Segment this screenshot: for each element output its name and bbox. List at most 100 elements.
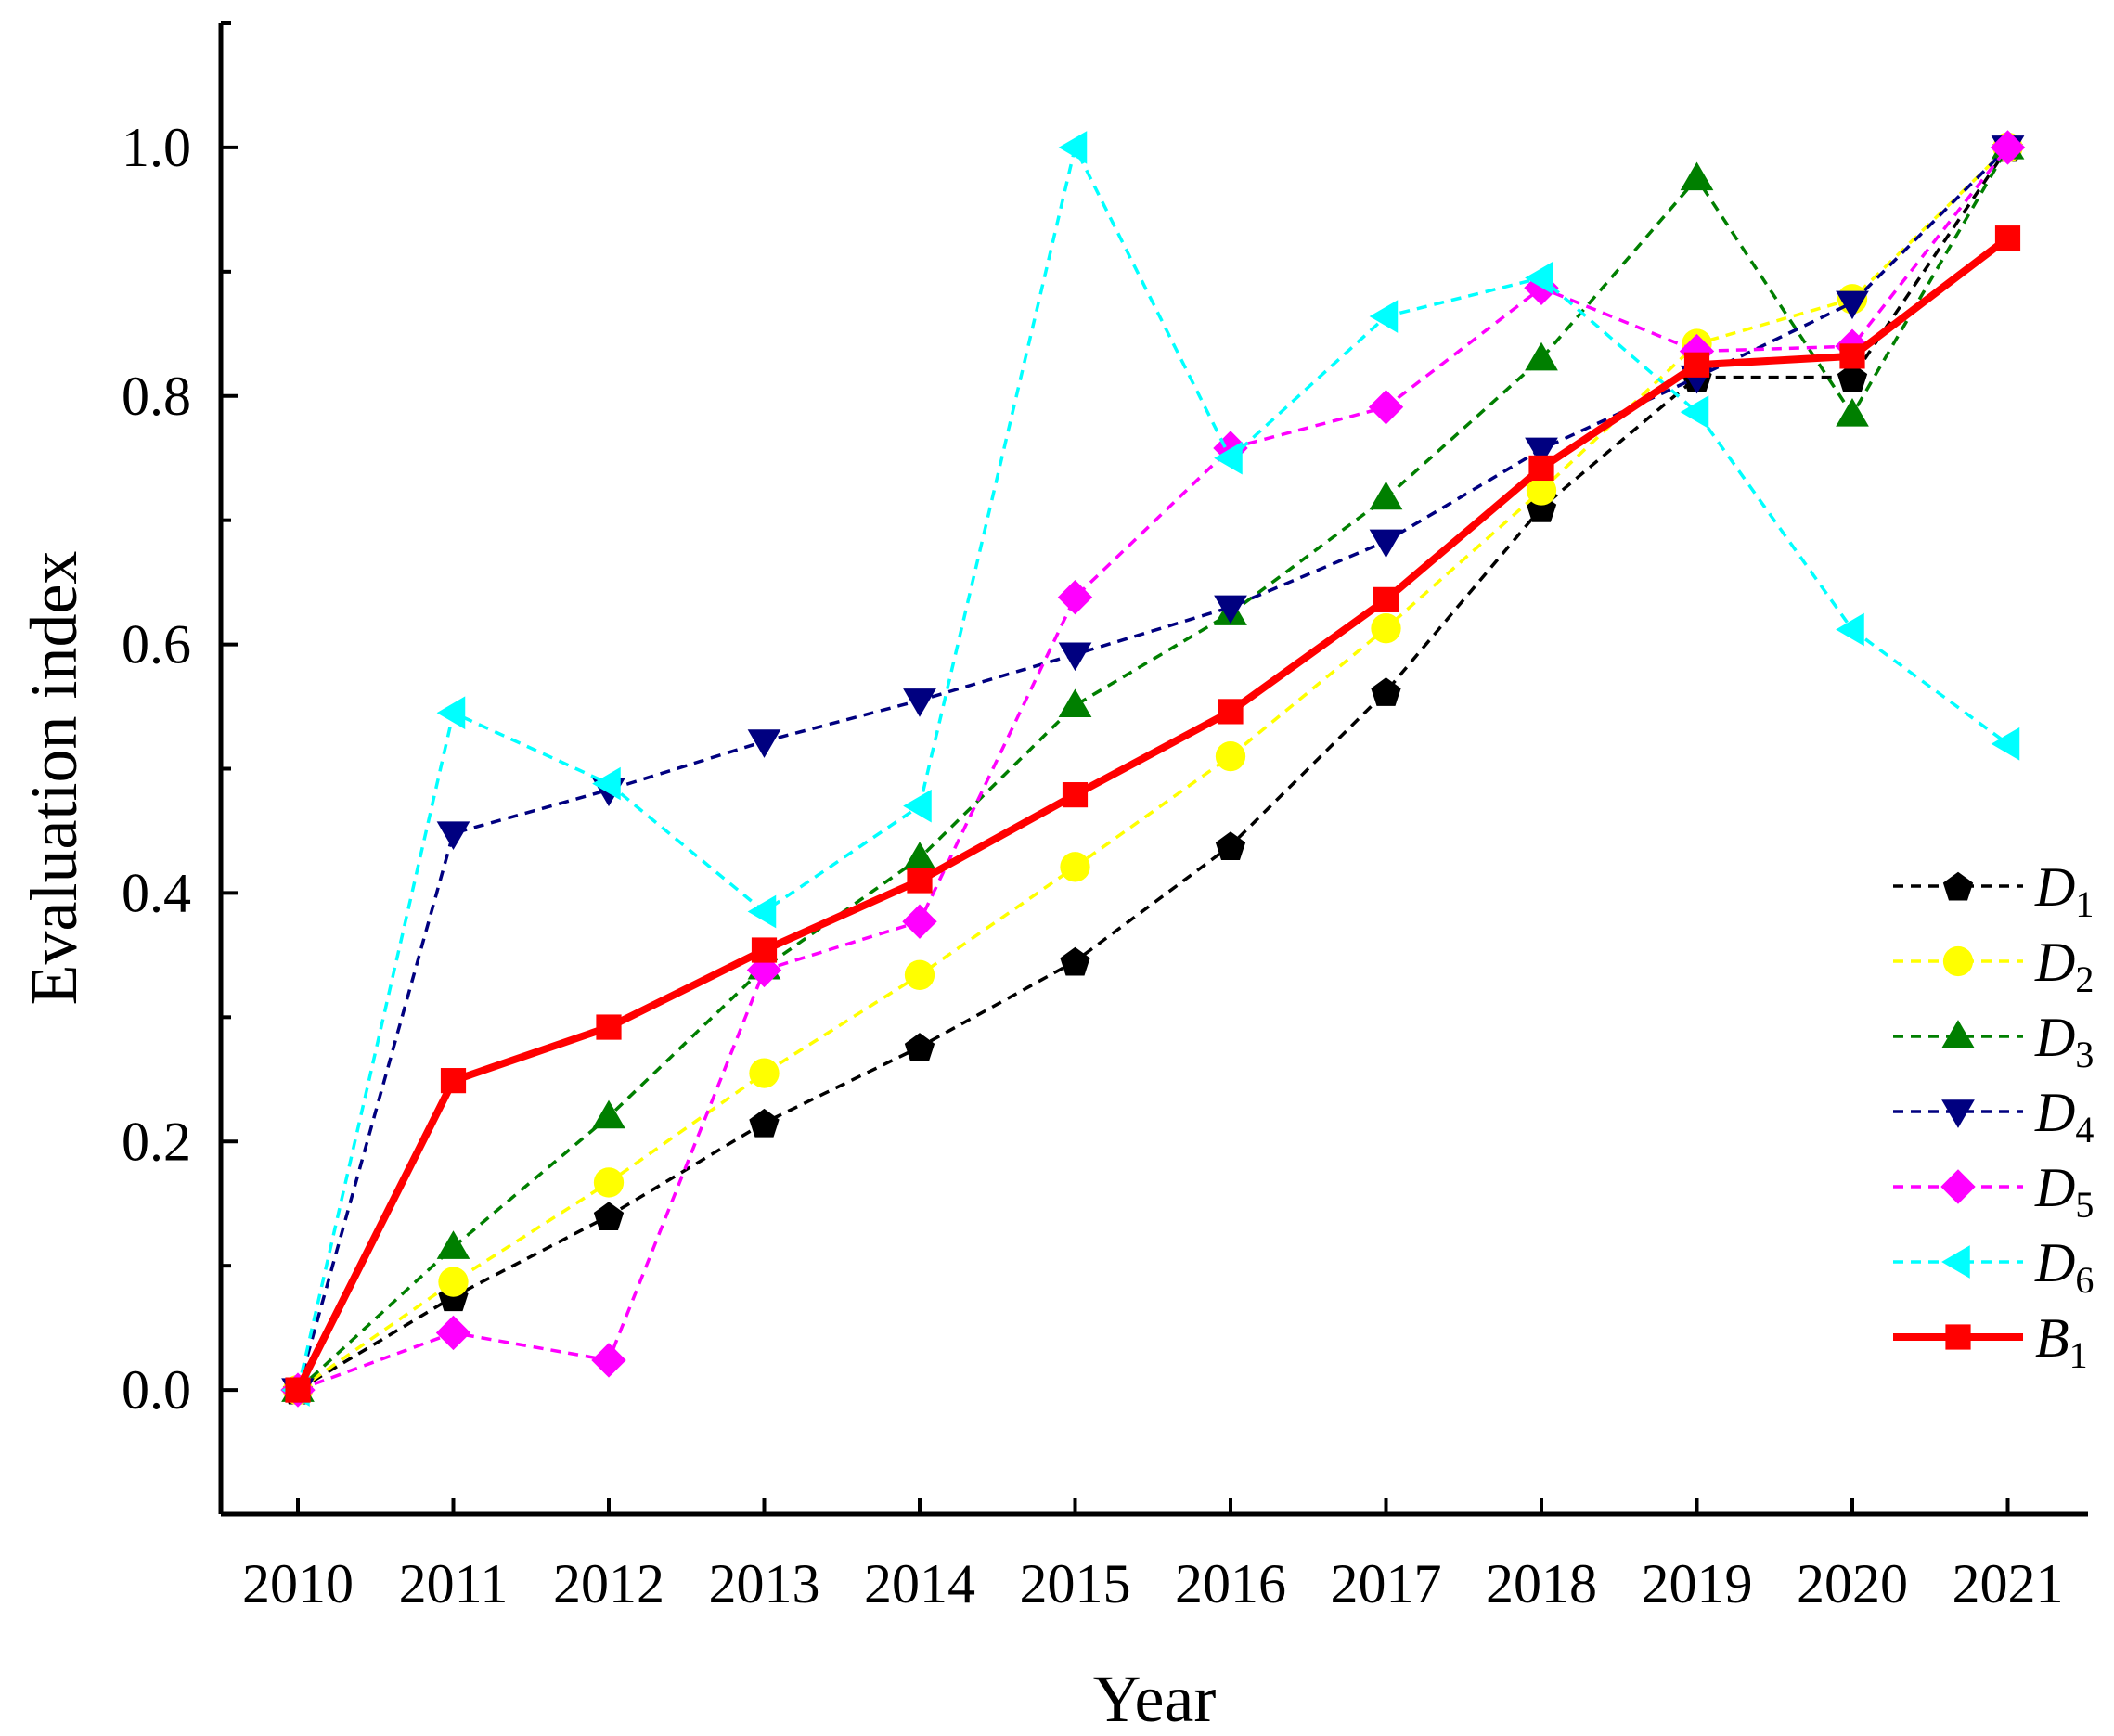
data-point — [1525, 437, 1558, 467]
series-d2 — [282, 132, 2023, 1406]
data-point — [1680, 395, 1709, 430]
data-point — [1218, 699, 1244, 725]
series-b1 — [285, 225, 2021, 1403]
legend-item-d6: D6 — [1893, 1232, 2094, 1301]
data-point — [902, 904, 937, 939]
data-point — [1525, 341, 1558, 371]
data-point — [592, 766, 621, 801]
legend-label: B1 — [2035, 1307, 2088, 1376]
data-point — [1369, 529, 1403, 559]
legend-label: D5 — [2034, 1157, 2094, 1226]
data-point — [747, 729, 781, 758]
data-point — [1528, 455, 1554, 482]
x-tick-label: 2011 — [399, 1553, 509, 1614]
x-axis-title: Year — [1093, 1662, 1217, 1736]
x-tick-label: 2021 — [1953, 1553, 2064, 1614]
x-tick-label: 2015 — [1020, 1553, 1131, 1614]
data-point — [1839, 343, 1865, 369]
legend-label: D3 — [2034, 1007, 2094, 1075]
data-point — [904, 959, 935, 990]
data-point — [435, 1315, 471, 1351]
x-tick-label: 2014 — [864, 1553, 975, 1614]
data-point — [1057, 579, 1093, 615]
legend-subscript: 6 — [2075, 1259, 2094, 1301]
series-d3 — [281, 131, 2025, 1402]
data-point — [1060, 946, 1090, 976]
legend-subscript: 3 — [2075, 1034, 2094, 1075]
data-point — [438, 1267, 469, 1297]
legend-item-d1: D1 — [1893, 856, 2094, 925]
y-axis-title: Evaluation index — [17, 551, 91, 1006]
data-point — [1058, 131, 1088, 164]
legend-marker — [1942, 945, 1974, 977]
legend-subscript: 1 — [2069, 1334, 2088, 1376]
y-tick-label: 0.0 — [122, 1359, 191, 1421]
data-point — [436, 696, 466, 730]
data-point — [1683, 352, 1710, 378]
data-point — [436, 821, 470, 850]
data-point — [1526, 475, 1557, 506]
data-point — [747, 894, 777, 929]
data-point — [440, 1068, 467, 1094]
legend-marker — [1942, 871, 1974, 901]
data-point — [903, 842, 936, 870]
x-tick-label: 2017 — [1331, 1553, 1442, 1614]
data-point — [1371, 677, 1401, 706]
data-point — [593, 1202, 625, 1231]
legend-item-d5: D5 — [1893, 1157, 2094, 1226]
legend-item-d4: D4 — [1893, 1082, 2094, 1151]
data-point — [907, 868, 933, 894]
data-point — [1836, 290, 1869, 320]
data-point — [1991, 727, 2020, 761]
series-line — [297, 146, 2009, 1392]
x-tick-label: 2012 — [553, 1553, 664, 1614]
series-line — [296, 146, 2009, 1391]
y-tick-label: 0.6 — [122, 614, 191, 675]
series-line — [296, 146, 2009, 1391]
data-point — [1990, 130, 2026, 165]
legend-subscript: 4 — [2075, 1109, 2094, 1151]
data-point — [1836, 612, 1864, 647]
data-point — [1369, 481, 1403, 510]
data-point — [285, 1377, 311, 1403]
legend-label: D4 — [2034, 1082, 2094, 1151]
data-point — [903, 688, 936, 717]
data-point — [593, 1167, 625, 1198]
data-point — [1368, 390, 1404, 425]
data-point — [1371, 613, 1401, 644]
x-tick-label: 2020 — [1797, 1553, 1908, 1614]
data-point — [1214, 595, 1247, 624]
data-point — [904, 1033, 935, 1061]
legend-label: D2 — [2034, 932, 2094, 1000]
series-line — [296, 147, 2010, 1392]
legend-marker — [1945, 1324, 1971, 1350]
series-line — [297, 146, 2009, 1392]
legend-item-d3: D3 — [1893, 1007, 2094, 1075]
legend-marker — [1941, 1099, 1975, 1128]
data-point — [591, 1343, 626, 1378]
y-tick-label: 0.8 — [122, 366, 191, 427]
legend-item-d2: D2 — [1893, 932, 2094, 1000]
data-point — [1058, 688, 1092, 717]
legend-marker — [1941, 1020, 1975, 1048]
data-point — [1369, 300, 1399, 333]
series-d6 — [281, 131, 2020, 1407]
series-line — [294, 235, 2010, 1392]
data-point — [1058, 642, 1092, 672]
data-point — [1994, 225, 2021, 251]
data-point — [596, 1014, 622, 1040]
data-point — [1062, 782, 1089, 808]
legend-marker — [1941, 1245, 1970, 1279]
legend-subscript: 1 — [2075, 883, 2094, 925]
y-tick-label: 0.2 — [122, 1111, 191, 1172]
data-point — [1837, 363, 1868, 392]
data-point — [903, 789, 932, 823]
data-point — [436, 1230, 470, 1259]
data-point — [1214, 441, 1243, 475]
series-layer — [280, 130, 2026, 1408]
legend-label: D6 — [2034, 1232, 2094, 1301]
legend-subscript: 5 — [2075, 1184, 2094, 1226]
series-d5 — [280, 130, 2026, 1408]
data-point — [1525, 261, 1553, 295]
